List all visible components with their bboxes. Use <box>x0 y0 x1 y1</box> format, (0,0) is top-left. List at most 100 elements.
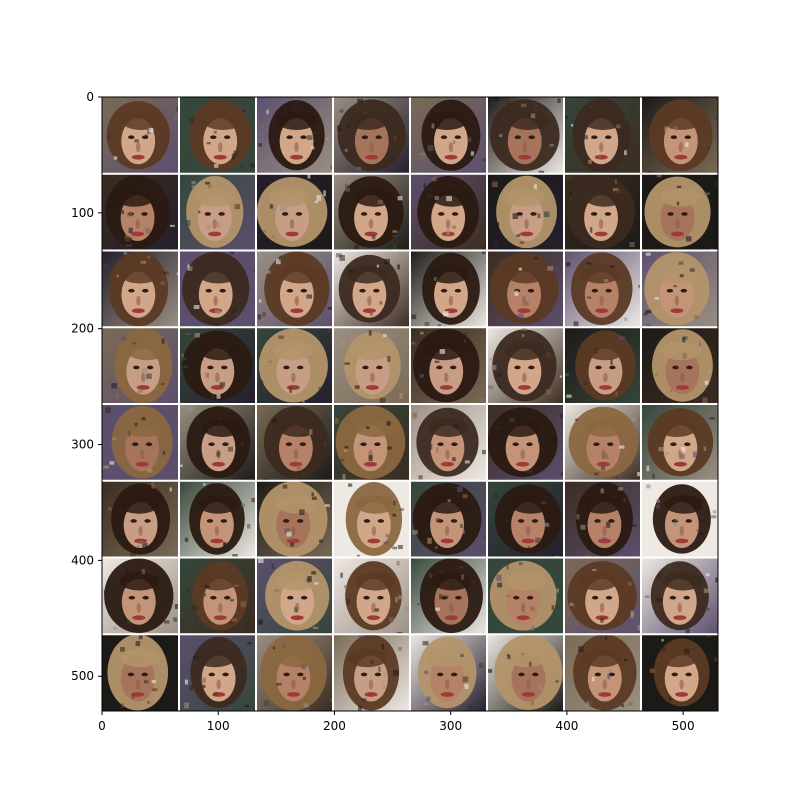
eye-right <box>377 595 384 600</box>
tile-separators <box>102 97 718 711</box>
noise-speck <box>385 534 389 538</box>
noise-speck <box>412 412 418 419</box>
noise-speck <box>145 134 148 137</box>
noise-speck <box>323 103 327 107</box>
eye-left <box>440 135 448 140</box>
eye-left <box>132 442 139 447</box>
face-tile <box>102 250 179 328</box>
eye-right <box>680 288 687 293</box>
eye-left <box>360 212 368 216</box>
noise-speck <box>311 146 315 150</box>
noise-speck <box>482 449 486 455</box>
noise-speck <box>378 666 381 672</box>
noise-speck <box>306 356 312 360</box>
noise-speck <box>707 441 711 444</box>
noise-speck <box>600 488 604 494</box>
noise-speck <box>564 373 569 377</box>
face-tile <box>564 97 641 174</box>
noise-speck <box>340 342 346 346</box>
noise-speck <box>223 502 227 508</box>
noise-speck <box>570 124 574 127</box>
fringe-shape <box>506 648 547 668</box>
noise-speck <box>704 192 710 196</box>
eye-right <box>526 595 534 600</box>
face-tile <box>256 97 333 174</box>
mouth-shape <box>598 692 612 697</box>
noise-speck <box>107 135 111 140</box>
noise-speck <box>289 535 294 541</box>
noise-speck <box>657 574 661 578</box>
noise-speck <box>343 585 348 589</box>
noise-speck <box>696 529 699 532</box>
fringe-shape <box>114 188 155 207</box>
fringe-shape <box>663 572 704 591</box>
eye-right <box>299 442 307 447</box>
eye-right <box>685 519 692 523</box>
noise-speck <box>135 641 141 647</box>
nose-shape <box>445 218 451 229</box>
noise-speck <box>278 335 284 339</box>
mouth-shape <box>520 231 534 237</box>
fringe-shape <box>198 495 239 514</box>
noise-speck <box>328 327 333 332</box>
noise-speck <box>272 646 276 650</box>
face-tile <box>102 557 179 635</box>
fringe-shape <box>118 495 160 514</box>
noise-speck <box>189 684 193 691</box>
noise-speck <box>266 109 269 115</box>
face-tile <box>410 250 487 328</box>
noise-speck <box>424 322 430 326</box>
noise-speck <box>392 513 397 517</box>
noise-speck <box>386 421 391 426</box>
mouth-shape <box>136 385 150 390</box>
noise-speck <box>309 429 313 435</box>
noise-speck <box>344 446 349 450</box>
eye-left <box>437 442 444 447</box>
nose-shape <box>675 218 680 229</box>
noise-speck <box>705 573 710 577</box>
nose-shape <box>522 142 527 153</box>
noise-speck <box>286 531 292 537</box>
noise-speck <box>484 393 487 397</box>
x-axis: 0 100 200 300 400 500 <box>98 711 695 733</box>
face-tile <box>410 173 487 251</box>
noise-speck <box>627 581 632 586</box>
fringe-shape <box>119 572 160 591</box>
noise-speck <box>185 589 191 593</box>
y-tick-label: 200 <box>71 322 94 336</box>
eye-right <box>374 442 381 447</box>
noise-speck <box>289 387 292 393</box>
nose-shape <box>135 218 140 229</box>
mouth-shape <box>131 692 145 697</box>
face-tile <box>102 97 179 174</box>
noise-speck <box>318 386 322 390</box>
noise-speck <box>137 390 143 393</box>
mouth-shape <box>594 154 608 160</box>
noise-speck <box>488 358 494 361</box>
noise-speck <box>554 507 558 512</box>
fringe-shape <box>276 648 317 668</box>
noise-speck <box>392 244 397 251</box>
noise-speck <box>263 229 266 233</box>
eye-left <box>593 442 600 447</box>
noise-speck <box>422 641 429 646</box>
face-shape <box>279 118 314 165</box>
noise-speck <box>418 475 423 480</box>
noise-speck <box>163 271 169 275</box>
face-shape <box>507 118 542 165</box>
eye-right <box>527 288 535 293</box>
noise-speck <box>371 235 376 240</box>
noise-speck <box>140 260 147 264</box>
fringe-shape <box>121 111 162 131</box>
x-tick-label: 0 <box>98 719 106 733</box>
face-shape <box>429 348 464 395</box>
noise-speck <box>141 568 145 575</box>
y-tick-label: 400 <box>71 553 94 567</box>
face-tile <box>333 327 410 404</box>
nose-shape <box>291 525 296 536</box>
noise-speck <box>208 185 212 189</box>
noise-speck <box>624 150 627 156</box>
noise-speck <box>580 524 586 530</box>
noise-speck <box>630 610 635 617</box>
face-tile <box>333 480 410 558</box>
